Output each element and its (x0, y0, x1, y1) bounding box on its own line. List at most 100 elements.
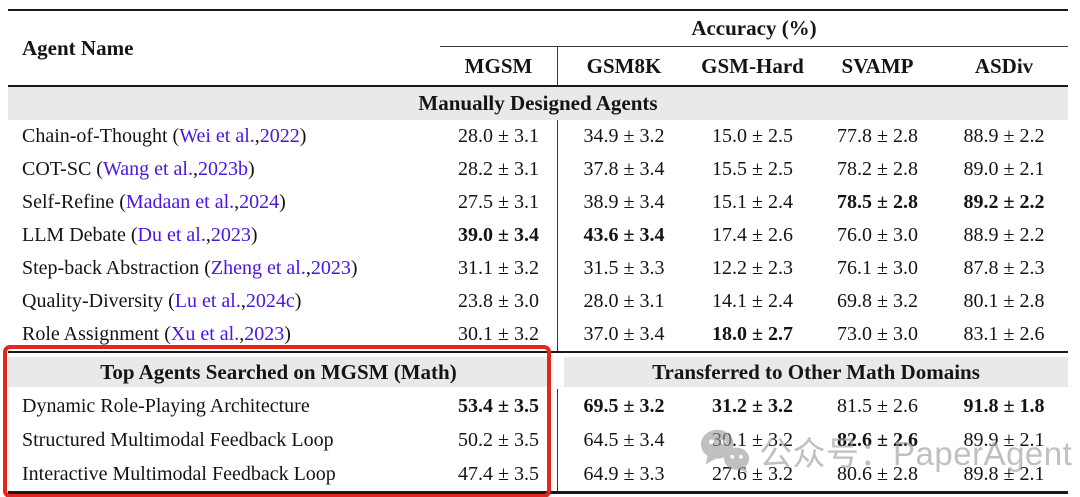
agent-name-cell: Chain-of-Thought (Wei et al., 2022) (22, 125, 307, 147)
table-row: Role Assignment (Xu et al., 2023) 30.1 ± … (8, 318, 1068, 351)
accuracy-cell: 31.5 ± 3.3 (583, 257, 665, 279)
accuracy-cell: 12.2 ± 2.3 (712, 257, 793, 279)
accuracy-cell: 76.1 ± 3.0 (837, 257, 918, 279)
accuracy-cell: 78.5 ± 2.8 (837, 191, 918, 213)
citation-authors-link[interactable]: Wei et al. (179, 125, 255, 147)
table-header: Agent Name Accuracy (%) MGSM GSM8K GSM-Har… (8, 11, 1068, 87)
accuracy-cell: 88.9 ± 2.2 (963, 125, 1045, 147)
column-header-svamp: SVAMP (841, 53, 914, 78)
accuracy-cell: 77.8 ± 2.8 (837, 125, 918, 147)
table-row: Interactive Multimodal Feedback Loop 47.4… (8, 457, 1068, 491)
agent-name-cell: Self-Refine (Madaan et al., 2024) (22, 191, 286, 213)
table-row: LLM Debate (Du et al., 2023) 39.0 ± 3.4 43… (8, 219, 1068, 252)
accuracy-cell: 91.8 ± 1.8 (963, 394, 1045, 417)
accuracy-cell: 38.9 ± 3.4 (583, 191, 665, 213)
accuracy-cell: 89.2 ± 2.2 (963, 191, 1045, 213)
accuracy-cell: 14.1 ± 2.4 (712, 290, 793, 312)
accuracy-cell: 89.0 ± 2.1 (963, 158, 1045, 180)
citation-authors-link[interactable]: Du et al. (137, 224, 206, 246)
agent-name-cell: Step-back Abstraction (Zheng et al., 202… (22, 257, 358, 279)
citation-authors-link[interactable]: Wang et al. (102, 158, 193, 180)
accuracy-cell: 23.8 ± 3.0 (440, 285, 558, 318)
column-header-mgsm: MGSM (440, 47, 558, 85)
accuracy-cell: 73.0 ± 3.0 (837, 323, 918, 345)
accuracy-cell: 28.0 ± 3.1 (440, 120, 558, 153)
accuracy-cell: 89.9 ± 2.1 (963, 428, 1045, 451)
section-header-top-agents-searched: Top Agents Searched on MGSM (Math) (8, 357, 549, 387)
agent-name-cell: Structured Multimodal Feedback Loop (22, 428, 334, 451)
accuracy-cell: 64.5 ± 3.4 (583, 428, 665, 451)
accuracy-cell: 64.9 ± 3.3 (583, 462, 665, 485)
accuracy-cell: 81.5 ± 2.6 (837, 394, 918, 417)
accuracy-cell: 53.4 ± 3.5 (440, 389, 558, 423)
citation-year-link[interactable]: 2023b (198, 158, 248, 180)
accuracy-cell: 37.8 ± 3.4 (583, 158, 665, 180)
table-row: Chain-of-Thought (Wei et al., 2022) 28.0 … (8, 120, 1068, 153)
citation-year-link[interactable]: 2022 (259, 125, 300, 147)
table-row: Structured Multimodal Feedback Loop 50.2 … (8, 423, 1068, 457)
column-header-gsm8k: GSM8K (586, 53, 662, 78)
accuracy-cell: 43.6 ± 3.4 (583, 224, 665, 246)
accuracy-cell: 83.1 ± 2.6 (963, 323, 1045, 345)
accuracy-cell: 28.2 ± 3.1 (440, 153, 558, 186)
accuracy-cell: 89.8 ± 2.1 (963, 462, 1045, 485)
table-row: Dynamic Role-Playing Architecture 53.4 ± … (8, 389, 1068, 423)
accuracy-cell: 78.2 ± 2.8 (837, 158, 918, 180)
citation-year-link[interactable]: 2024 (239, 191, 280, 213)
citation-year-link[interactable]: 2024c (245, 290, 295, 312)
citation-authors-link[interactable]: Lu et al. (174, 290, 241, 312)
agent-name-cell: Quality-Diversity (Lu et al., 2024c) (22, 290, 302, 312)
table-row: Self-Refine (Madaan et al., 2024) 27.5 ± … (8, 186, 1068, 219)
accuracy-cell: 31.2 ± 3.2 (712, 394, 793, 417)
accuracy-cell: 15.0 ± 2.5 (712, 125, 793, 147)
accuracy-cell: 69.8 ± 3.2 (837, 290, 918, 312)
accuracy-cell: 50.2 ± 3.5 (440, 423, 558, 457)
accuracy-cell: 18.0 ± 2.7 (712, 323, 793, 345)
wechat-icon (700, 429, 750, 474)
agent-name-cell: Dynamic Role-Playing Architecture (22, 394, 310, 417)
table-row: COT-SC (Wang et al., 2023b) 28.2 ± 3.1 37.… (8, 153, 1068, 186)
accuracy-cell: 28.0 ± 3.1 (583, 290, 665, 312)
accuracy-cell: 37.0 ± 3.4 (583, 323, 665, 345)
accuracy-cell: 69.5 ± 3.2 (583, 394, 665, 417)
citation-authors-link[interactable]: Xu et al. (170, 323, 240, 345)
table-row: Quality-Diversity (Lu et al., 2024c) 23.8… (8, 285, 1068, 318)
accuracy-cell: 15.5 ± 2.5 (712, 158, 793, 180)
table-row: Step-back Abstraction (Zheng et al., 202… (8, 252, 1068, 285)
column-header-gsm-hard: GSM-Hard (701, 53, 804, 78)
accuracy-cell: 82.6 ± 2.6 (837, 428, 918, 451)
citation-year-link[interactable]: 2023 (210, 224, 251, 246)
agent-name-cell: COT-SC (Wang et al., 2023b) (22, 158, 255, 180)
accuracy-cell: 47.4 ± 3.5 (440, 457, 558, 491)
watermark-text: 公众号：PaperAgent (759, 435, 1073, 472)
citation-authors-link[interactable]: Madaan et al. (125, 191, 235, 213)
citation-authors-link[interactable]: Zheng et al. (210, 257, 306, 279)
watermark: 公众号：PaperAgent (698, 424, 1072, 478)
section-header-transferred: Transferred to Other Math Domains (564, 357, 1068, 387)
accuracy-cell: 87.8 ± 2.3 (963, 257, 1045, 279)
column-header-asdiv: ASDiv (974, 53, 1034, 78)
section-header-row: Top Agents Searched on MGSM (Math) Trans… (8, 351, 1068, 389)
accuracy-cell: 34.9 ± 3.2 (583, 125, 665, 147)
column-header-agent-name: Agent Name (22, 35, 134, 60)
accuracy-cell: 80.6 ± 2.8 (837, 462, 918, 485)
accuracy-cell: 39.0 ± 3.4 (440, 219, 558, 252)
citation-year-link[interactable]: 2023 (310, 257, 351, 279)
accuracy-cell: 80.1 ± 2.8 (963, 290, 1045, 312)
manual-agents-body: Chain-of-Thought (Wei et al., 2022) 28.0 … (8, 120, 1068, 351)
searched-agents-body: Dynamic Role-Playing Architecture 53.4 ± … (8, 389, 1068, 491)
accuracy-cell: 31.1 ± 3.2 (440, 252, 558, 285)
accuracy-cell: 17.4 ± 2.6 (712, 224, 793, 246)
section-header-manually-designed: Manually Designed Agents (8, 87, 1068, 120)
accuracy-cell: 27.5 ± 3.1 (440, 186, 558, 219)
citation-year-link[interactable]: 2023 (244, 323, 285, 345)
accuracy-cell: 76.0 ± 3.0 (837, 224, 918, 246)
accuracy-cell: 30.1 ± 3.2 (440, 318, 558, 351)
agent-name-cell: Role Assignment (Xu et al., 2023) (22, 323, 291, 345)
accuracy-cell: 15.1 ± 2.4 (712, 191, 793, 213)
accuracy-cell: 88.9 ± 2.2 (963, 224, 1045, 246)
agent-name-cell: LLM Debate (Du et al., 2023) (22, 224, 258, 246)
column-group-header-accuracy: Accuracy (%) (440, 11, 1068, 47)
results-table: Agent Name Accuracy (%) MGSM GSM8K GSM-Har… (8, 9, 1068, 494)
